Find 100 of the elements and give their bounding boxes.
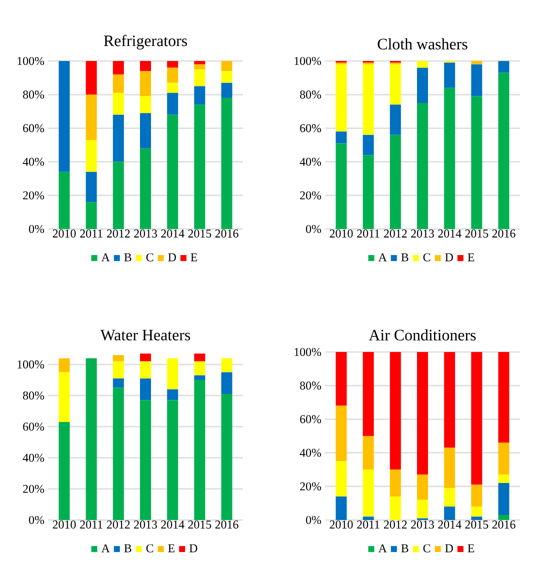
- x-tick-label: 2012: [384, 520, 407, 529]
- bar: [86, 358, 97, 520]
- bar: [498, 442, 510, 475]
- bar: [140, 354, 151, 362]
- bar: [58, 358, 70, 372]
- x-tick-label: 2013: [134, 520, 157, 529]
- x-tick-label: 2010: [52, 520, 76, 529]
- legend-label: D: [445, 544, 453, 552]
- x-tick-label: 2010: [52, 230, 76, 238]
- legend-label: E: [468, 253, 474, 262]
- legend-label: A: [101, 544, 110, 552]
- y-tick-label: 100%: [18, 56, 44, 66]
- legend-label: A: [378, 253, 387, 262]
- x-tick-label: 2016: [215, 520, 238, 529]
- x-tick-label: 2015: [465, 520, 488, 529]
- bar: [194, 86, 206, 105]
- bar: [112, 388, 124, 520]
- x-tick-label: 2013: [411, 520, 434, 529]
- bar: [498, 483, 510, 515]
- bar: [417, 60, 428, 68]
- bar: [58, 60, 70, 172]
- bar: [112, 361, 124, 378]
- legend-label: C: [146, 253, 154, 262]
- bar: [336, 352, 347, 406]
- bar: [194, 354, 206, 362]
- bar: [417, 500, 428, 518]
- bar: [194, 380, 206, 520]
- x-tick-label: 2011: [80, 520, 102, 529]
- bar: [86, 172, 97, 202]
- x-tick-label: 2010: [330, 520, 353, 529]
- y-tick-label: 80%: [300, 90, 322, 99]
- legend-label: C: [146, 544, 154, 552]
- x-tick-label: 2016: [492, 230, 516, 238]
- bar: [112, 92, 124, 115]
- bar: [362, 352, 374, 436]
- bar: [336, 496, 347, 520]
- bar: [221, 372, 232, 394]
- bar: [58, 172, 70, 229]
- x-tick-label: 2014: [161, 520, 184, 529]
- bar: [417, 474, 428, 500]
- bar: [390, 352, 401, 470]
- bar: [471, 96, 482, 229]
- x-tick-label: 2014: [438, 230, 462, 238]
- y-tick-label: 20%: [300, 482, 322, 490]
- bar: [221, 98, 232, 229]
- y-tick-label: 100%: [18, 360, 44, 368]
- x-tick-label: 2016: [215, 230, 238, 238]
- bar: [86, 140, 97, 172]
- bar: [140, 71, 151, 96]
- legend-label: A: [378, 544, 387, 552]
- bar: [417, 68, 428, 103]
- y-tick-label: 40%: [300, 158, 322, 166]
- y-tick-label: 40%: [300, 448, 322, 457]
- legend-label: C: [423, 253, 430, 262]
- bar: [140, 60, 151, 72]
- bar: [167, 82, 178, 93]
- y-tick-label: 40%: [22, 158, 44, 166]
- legend-label: E: [190, 253, 198, 262]
- bar: [112, 114, 124, 162]
- y-tick-label: 0%: [306, 224, 322, 234]
- bar: [362, 436, 374, 470]
- bar: [471, 506, 482, 517]
- bar: [444, 352, 456, 448]
- bar: [336, 461, 347, 496]
- bar: [498, 514, 510, 520]
- bar: [362, 516, 374, 520]
- bar: [112, 74, 124, 93]
- bar: [112, 162, 124, 229]
- legend-label: E: [468, 544, 474, 552]
- bar: [498, 72, 510, 229]
- bar: [167, 114, 178, 229]
- bar: [362, 64, 374, 135]
- chart-title: Water Heaters: [100, 330, 190, 340]
- y-tick-label: 80%: [300, 382, 322, 390]
- legend-label: D: [445, 253, 453, 262]
- bar: [498, 474, 510, 484]
- bar: [221, 394, 232, 520]
- bar: [390, 104, 401, 135]
- y-tick-label: 60%: [300, 415, 322, 424]
- x-tick-label: 2011: [80, 230, 102, 238]
- bar: [112, 60, 124, 74]
- y-tick-label: 0%: [28, 224, 44, 234]
- y-tick-label: 40%: [22, 454, 44, 462]
- bar: [390, 496, 401, 520]
- legend-label: B: [401, 544, 408, 552]
- bar: [140, 113, 151, 148]
- x-tick-label: 2013: [411, 230, 434, 238]
- bar: [221, 71, 232, 83]
- x-tick-label: 2012: [106, 230, 130, 238]
- y-tick-label: 100%: [294, 56, 322, 66]
- bar: [471, 516, 482, 520]
- bar: [444, 448, 456, 488]
- bar: [58, 372, 70, 422]
- bar: [336, 143, 347, 229]
- bar: [390, 134, 401, 229]
- x-tick-label: 2016: [492, 520, 516, 529]
- bar: [167, 92, 178, 115]
- bar: [471, 484, 482, 507]
- y-tick-label: 0%: [306, 516, 322, 524]
- y-tick-label: 80%: [23, 90, 44, 99]
